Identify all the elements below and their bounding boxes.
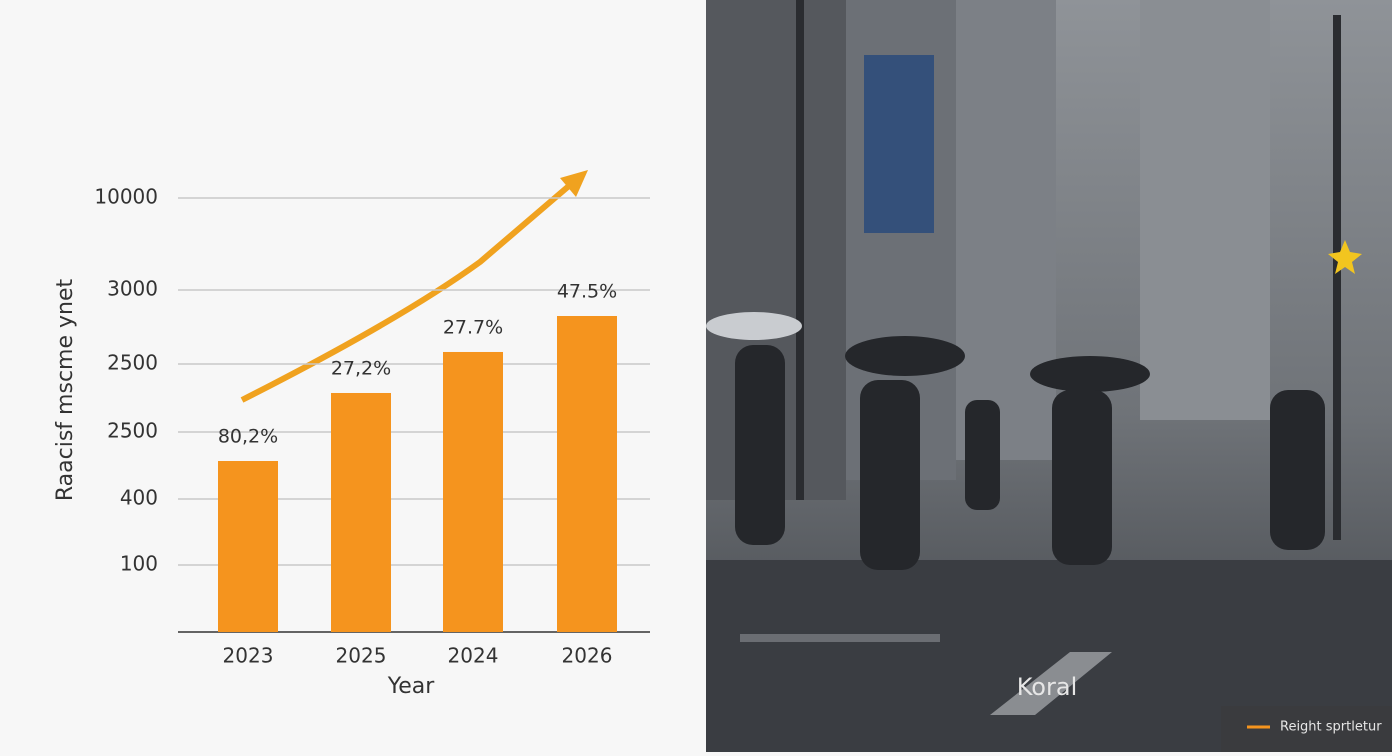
x-tick-label: 2024 xyxy=(448,644,499,668)
y-tick-label: 2500 xyxy=(107,351,158,375)
legend xyxy=(1221,706,1392,752)
bar-annotation: 27.7% xyxy=(443,316,503,338)
photo-caption: Koral xyxy=(1017,673,1077,701)
trend-arrow xyxy=(240,170,588,403)
bar xyxy=(331,392,391,632)
photo xyxy=(706,0,1392,752)
y-axis-label: Raacisf mscme ynet xyxy=(53,279,78,502)
bar xyxy=(218,461,278,632)
y-tick-label: 3000 xyxy=(107,277,158,301)
x-axis-label: Year xyxy=(387,674,436,699)
y-tick-label: 100 xyxy=(120,551,158,575)
bar xyxy=(443,351,503,632)
bar-annotation: 27,2% xyxy=(331,357,391,379)
legend-label: Reight sprtletur xyxy=(1280,720,1382,735)
y-tick-label: 10000 xyxy=(94,185,158,209)
x-tick-label: 2026 xyxy=(562,644,613,668)
bar-annotation: 80,2% xyxy=(218,426,278,448)
bar-annotation: 47.5% xyxy=(557,281,617,303)
bar xyxy=(557,316,617,632)
x-tick-label: 2025 xyxy=(336,644,387,668)
x-tick-label: 2023 xyxy=(223,644,274,668)
y-tick-label: 2500 xyxy=(107,419,158,443)
y-tick-label: 400 xyxy=(120,485,158,509)
